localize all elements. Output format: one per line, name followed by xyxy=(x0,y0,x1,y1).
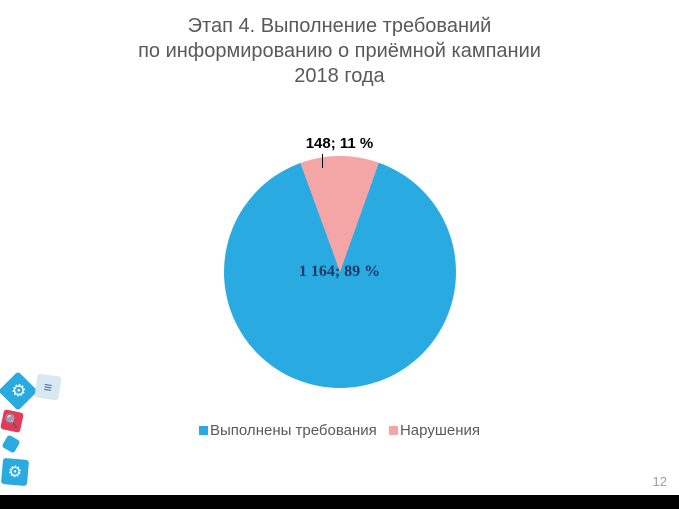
legend-label-violations: Нарушения xyxy=(400,422,480,439)
legend-swatch-violations xyxy=(389,426,398,435)
pie-chart: 148; 11 % 1 164; 89 % xyxy=(210,135,470,388)
deco-tile-4: ≡ xyxy=(34,373,61,400)
legend-swatch-compliant xyxy=(199,426,208,435)
deco-tile-0: ⚙ xyxy=(1,458,29,486)
bottom-bar xyxy=(0,495,679,509)
page-number: 12 xyxy=(653,474,667,489)
deco-tile-1 xyxy=(1,434,20,453)
title-line-2: по информированию о приёмной кампании xyxy=(138,40,541,62)
slice-label-violations: 148; 11 % xyxy=(210,135,470,152)
deco-tile-2: 🔍 xyxy=(0,409,24,433)
chart-legend: Выполнены требования Нарушения xyxy=(0,422,679,439)
legend-label-compliant: Выполнены требования xyxy=(210,422,377,439)
corner-decoration: ⚙🔍⚙≡ xyxy=(0,371,90,491)
slice-label-compliant: 1 164; 89 % xyxy=(224,263,456,281)
title-line-1: Этап 4. Выполнение требований xyxy=(188,15,492,37)
title-line-3: 2018 года xyxy=(294,65,384,87)
label-leader-line xyxy=(322,154,323,168)
pie-graphic: 1 164; 89 % xyxy=(224,156,456,388)
legend-item-violations: Нарушения xyxy=(389,422,480,439)
legend-item-compliant: Выполнены требования xyxy=(199,422,377,439)
slide-title: Этап 4. Выполнение требований по информи… xyxy=(0,0,679,89)
deco-tile-3: ⚙ xyxy=(0,371,38,411)
